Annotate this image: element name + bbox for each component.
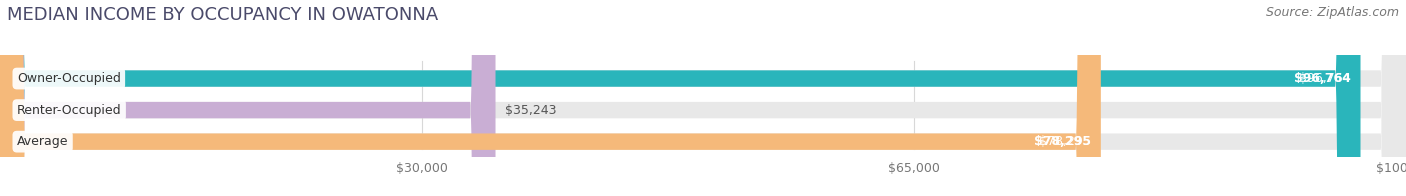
Text: $78,295: $78,295 <box>1033 135 1091 148</box>
Text: $78,295: $78,295 <box>1039 135 1091 148</box>
Text: MEDIAN INCOME BY OCCUPANCY IN OWATONNA: MEDIAN INCOME BY OCCUPANCY IN OWATONNA <box>7 6 439 24</box>
Text: Owner-Occupied: Owner-Occupied <box>17 72 121 85</box>
FancyBboxPatch shape <box>0 0 1361 196</box>
Text: $96,764: $96,764 <box>1299 72 1351 85</box>
FancyBboxPatch shape <box>0 0 1101 196</box>
Text: Renter-Occupied: Renter-Occupied <box>17 104 121 117</box>
Text: $35,243: $35,243 <box>505 104 557 117</box>
FancyBboxPatch shape <box>0 0 495 196</box>
Text: Average: Average <box>17 135 69 148</box>
Text: $96,764: $96,764 <box>1294 72 1351 85</box>
Text: Source: ZipAtlas.com: Source: ZipAtlas.com <box>1265 6 1399 19</box>
